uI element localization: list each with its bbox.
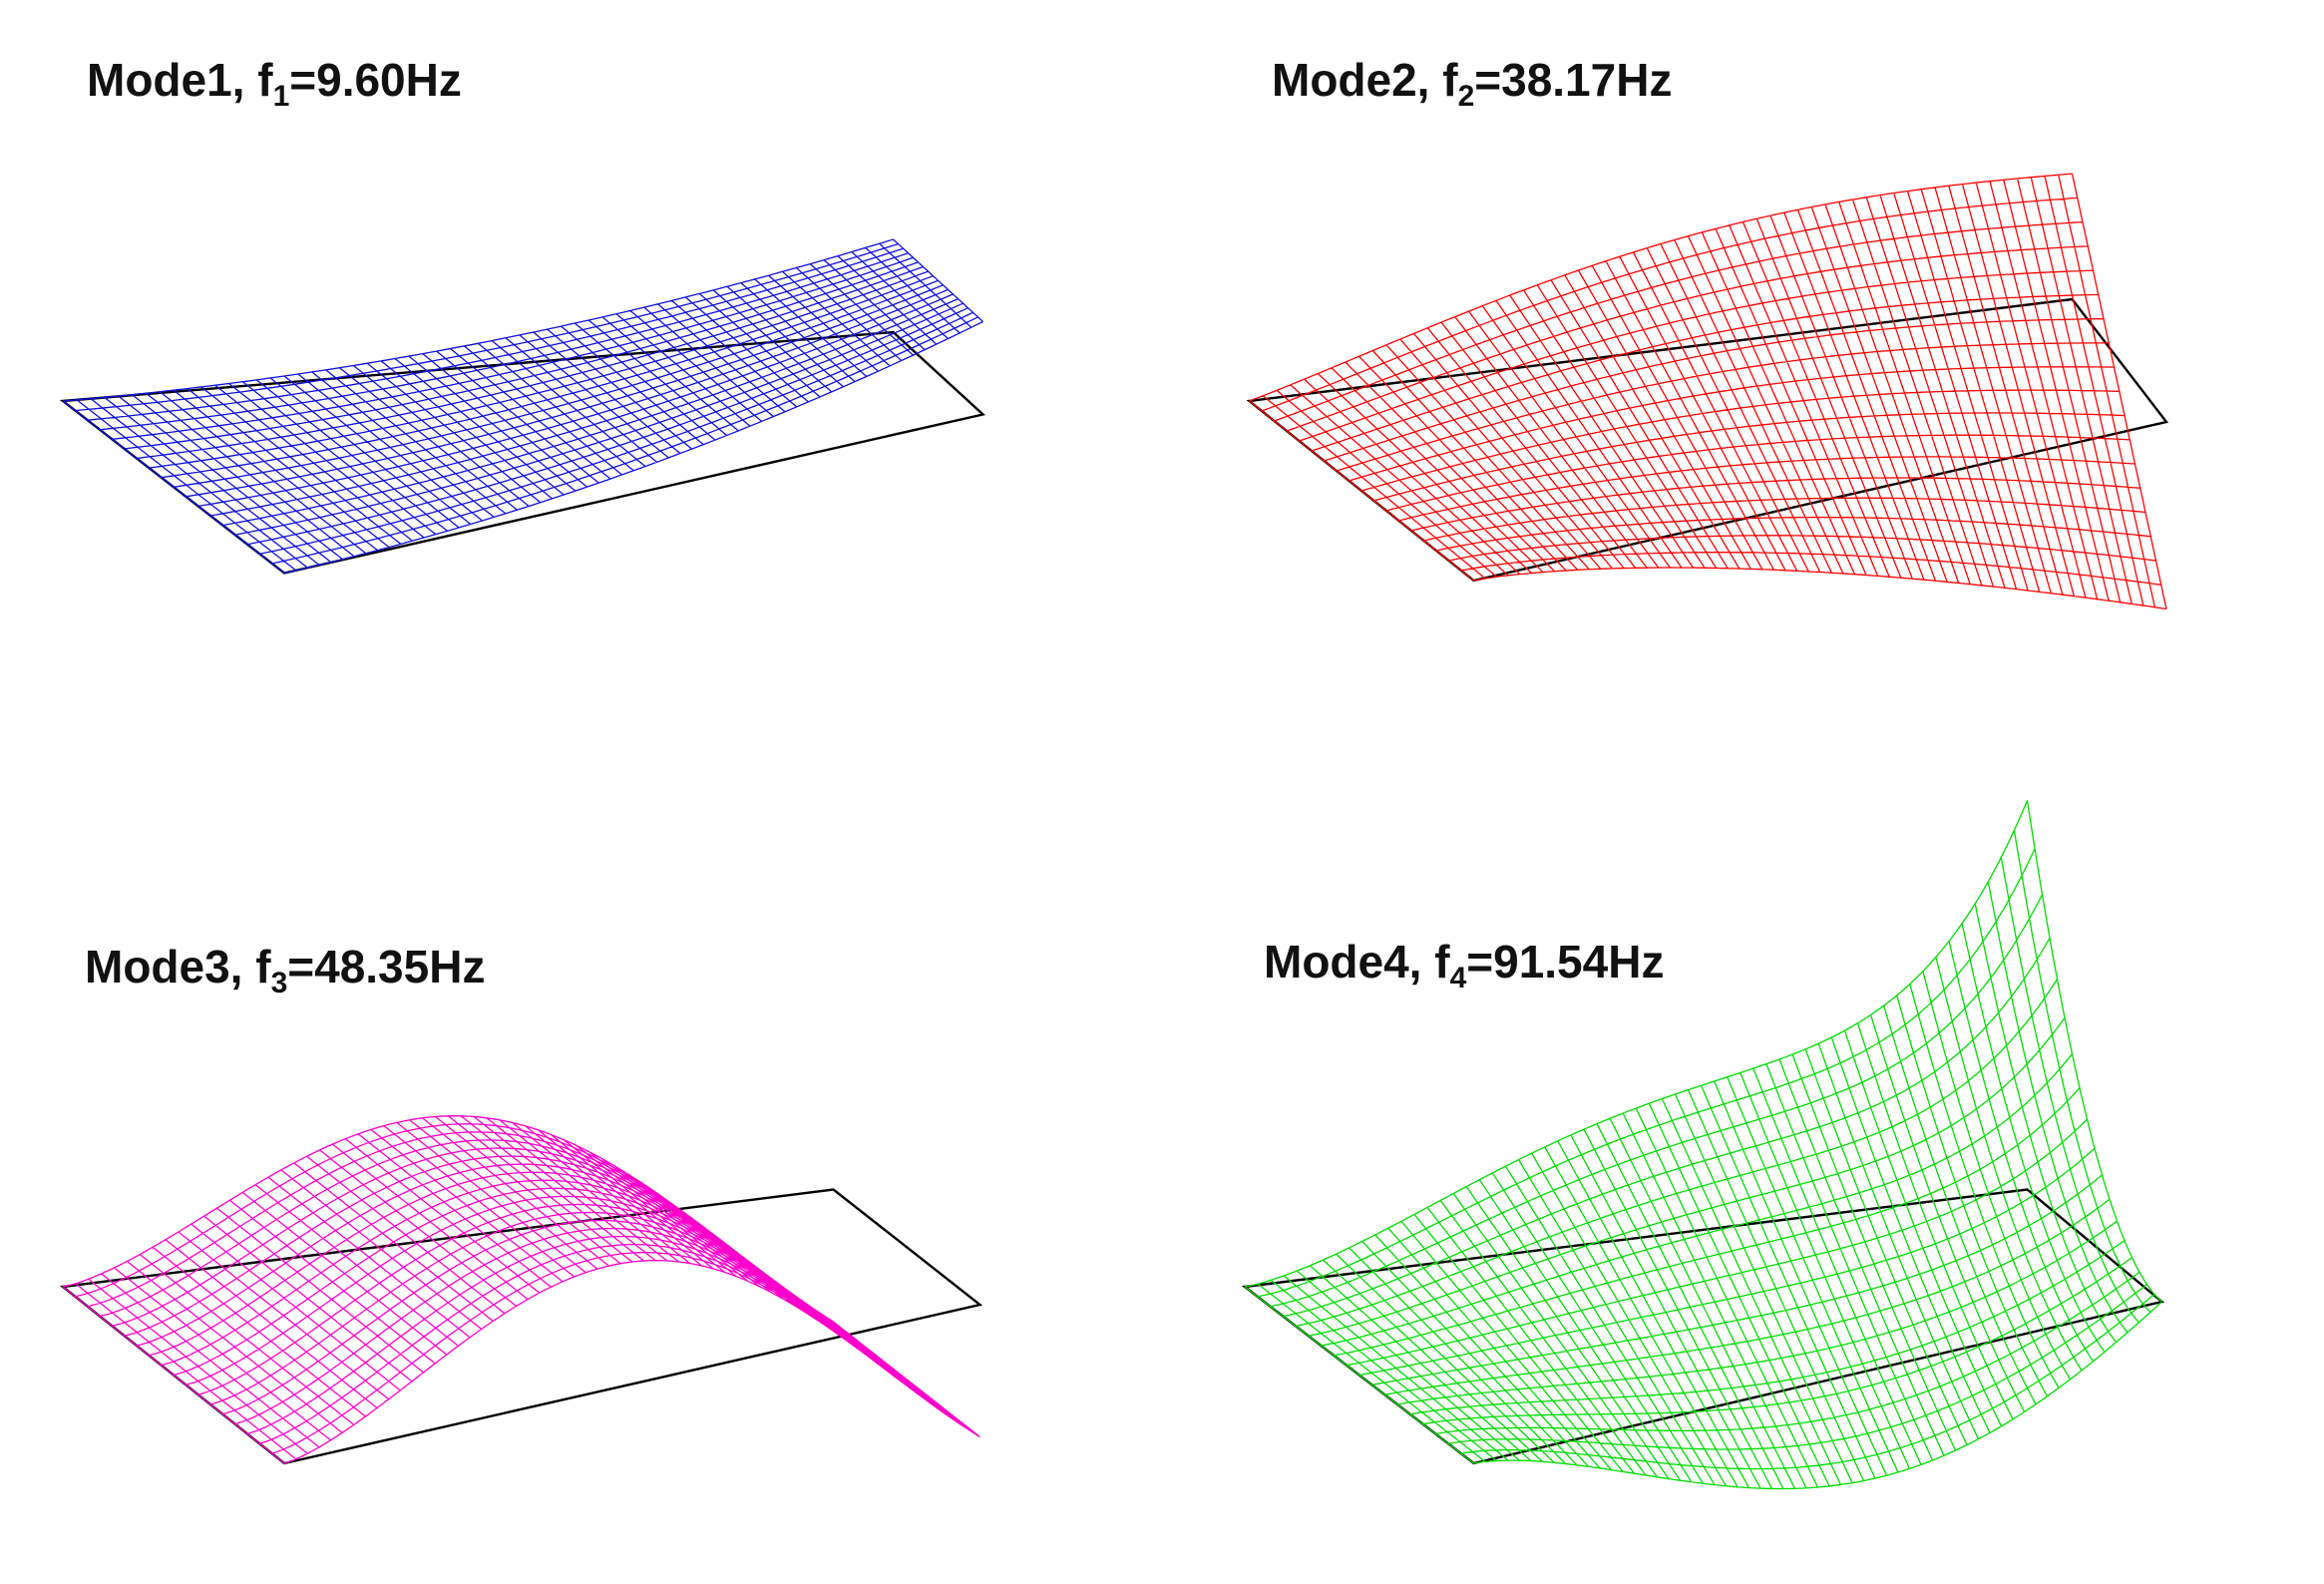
title-tail: =91.54Hz (1466, 936, 1664, 988)
panel-title: Mode3, f3=48.35Hz (85, 941, 485, 999)
title-subscript: 2 (1458, 80, 1475, 113)
panel-title: Mode4, f4=91.54Hz (1264, 936, 1664, 994)
title-lead: Mode3, f (85, 941, 271, 992)
panel-title: Mode2, f2=38.17Hz (1272, 54, 1672, 113)
title-subscript: 1 (273, 80, 290, 113)
title-lead: Mode1, f (87, 54, 273, 106)
title-subscript: 4 (1450, 962, 1467, 994)
title-tail: =48.35Hz (287, 941, 485, 992)
panel-title: Mode1, f1=9.60Hz (87, 54, 462, 113)
title-lead: Mode4, f (1264, 936, 1450, 988)
mode-shape-mesh (1244, 800, 2162, 1490)
title-subscript: 3 (271, 967, 288, 999)
title-tail: =9.60Hz (289, 54, 462, 106)
mode-shape-mesh (62, 238, 983, 575)
title-tail: =38.17Hz (1474, 54, 1672, 106)
mode-shape-mesh (62, 1115, 980, 1464)
mode-shape-mesh (1249, 173, 2167, 610)
base-plate (59, 330, 985, 575)
title-lead: Mode2, f (1272, 54, 1458, 106)
